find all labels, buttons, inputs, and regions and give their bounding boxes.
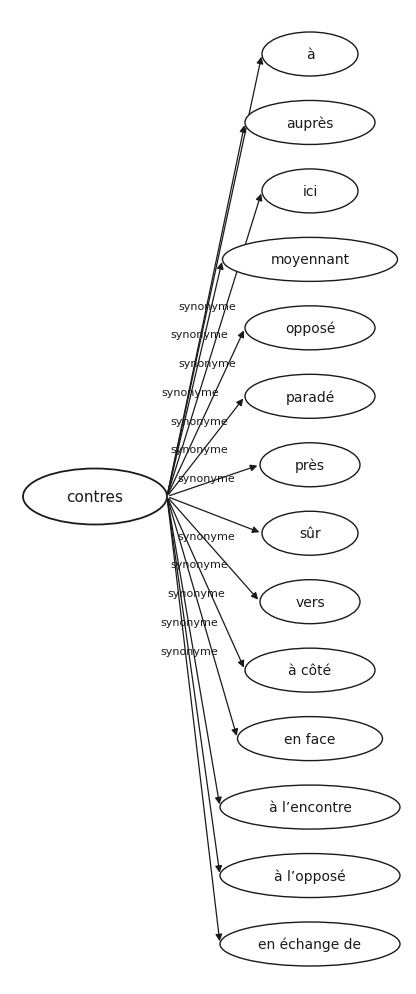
Ellipse shape [260,580,360,624]
Ellipse shape [245,648,375,693]
Ellipse shape [245,101,375,145]
Ellipse shape [245,306,375,351]
Text: contres: contres [67,489,124,505]
Text: à côté: à côté [288,663,332,678]
Text: opposé: opposé [285,321,335,336]
Text: à l’opposé: à l’opposé [274,869,346,883]
Text: synonyme: synonyme [171,445,229,455]
Ellipse shape [262,33,358,77]
Text: synonyme: synonyme [178,301,236,311]
Ellipse shape [223,239,398,282]
Text: auprès: auprès [286,116,334,130]
Text: synonyme: synonyme [178,359,236,369]
Text: à l’encontre: à l’encontre [269,800,352,814]
Text: ici: ici [302,185,318,199]
Text: moyennant: moyennant [270,253,349,267]
Text: en face: en face [284,732,336,746]
Ellipse shape [260,443,360,487]
Ellipse shape [220,854,400,898]
Ellipse shape [220,922,400,966]
Text: synonyme: synonyme [171,330,229,340]
Ellipse shape [23,469,167,525]
Ellipse shape [262,170,358,214]
Text: synonyme: synonyme [168,588,225,598]
Text: synonyme: synonyme [177,531,235,541]
Text: synonyme: synonyme [161,617,218,627]
Ellipse shape [262,512,358,556]
Text: synonyme: synonyme [161,388,219,398]
Ellipse shape [238,717,382,760]
Text: paradé: paradé [285,390,334,405]
Ellipse shape [220,785,400,829]
Text: synonyme: synonyme [161,646,218,656]
Text: à: à [306,48,314,62]
Text: synonyme: synonyme [177,474,235,484]
Text: synonyme: synonyme [171,560,229,570]
Text: en échange de: en échange de [258,936,362,951]
Text: synonyme: synonyme [171,416,229,426]
Ellipse shape [245,375,375,418]
Text: vers: vers [295,595,325,609]
Text: près: près [295,458,325,472]
Text: sûr: sûr [299,527,321,541]
